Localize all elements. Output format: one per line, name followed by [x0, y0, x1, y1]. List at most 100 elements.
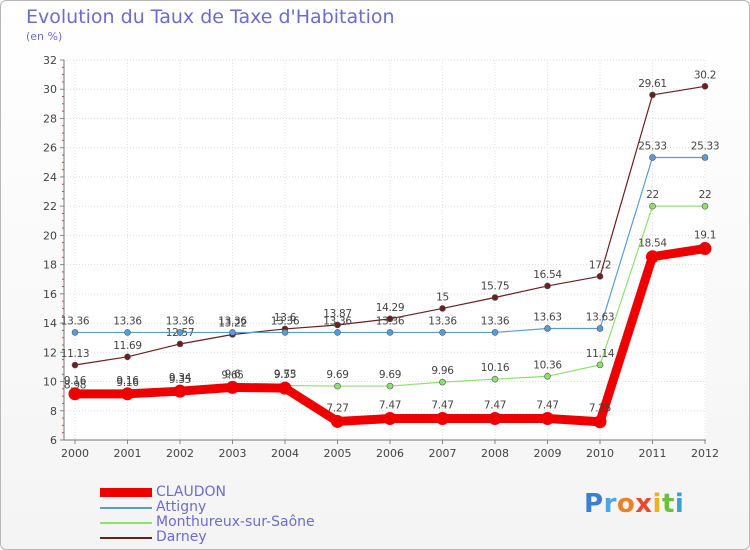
legend-swatch — [100, 537, 152, 539]
data-label: 22 — [699, 189, 712, 201]
data-label: 9.96 — [431, 365, 454, 377]
data-label: 13.63 — [533, 311, 562, 323]
data-point — [176, 340, 184, 348]
legend-swatch — [100, 488, 152, 497]
logo-letter: i — [674, 489, 685, 519]
data-label: 13.36 — [428, 315, 457, 327]
data-label: 7.27 — [326, 402, 348, 414]
legend-label: CLAUDON — [156, 484, 226, 500]
data-point — [596, 273, 604, 280]
data-label: 11.69 — [113, 340, 142, 352]
data-point — [331, 414, 344, 428]
data-point — [439, 305, 446, 312]
y-tick-label: 28 — [43, 112, 57, 125]
data-label: 11.13 — [61, 348, 90, 360]
data-point — [646, 250, 659, 264]
data-point — [124, 353, 131, 361]
proxiti-logo: Proxiti — [584, 489, 684, 519]
chart-title: Evolution du Taux de Taxe d'Habitation — [26, 6, 395, 28]
data-label: 13.36 — [376, 315, 405, 327]
data-label: 9.16 — [116, 377, 139, 389]
data-label: 13.36 — [166, 315, 195, 327]
legend-swatch — [100, 522, 152, 524]
data-label: 11.14 — [586, 348, 615, 360]
legend-label: Darney — [156, 529, 207, 545]
data-label: 13.36 — [113, 315, 142, 327]
x-tick-label: 2010 — [586, 447, 614, 460]
data-label: 19.1 — [694, 230, 716, 242]
y-tick-label: 14 — [43, 317, 57, 330]
data-label: 9.69 — [379, 369, 401, 381]
data-label: 13.36 — [481, 315, 510, 327]
data-point — [386, 329, 394, 336]
logo-letter: x — [635, 489, 653, 519]
x-tick-label: 2000 — [61, 447, 89, 460]
data-point — [226, 380, 239, 394]
data-label: 14.29 — [376, 302, 405, 314]
data-label: 7.47 — [431, 400, 453, 412]
data-label: 8.98 — [64, 379, 86, 391]
data-point — [386, 315, 394, 323]
data-point — [71, 361, 79, 369]
legend-label: Attigny — [156, 499, 207, 515]
data-label: 9.73 — [274, 368, 296, 380]
data-label: 25.33 — [691, 140, 720, 152]
data-point — [439, 378, 446, 386]
data-point — [649, 202, 656, 210]
data-label: 13.22 — [218, 317, 247, 329]
data-point — [701, 202, 709, 210]
data-point — [488, 412, 502, 426]
data-label: 15.75 — [481, 281, 510, 293]
data-label: 13.6 — [274, 312, 297, 324]
x-tick-label: 2002 — [166, 447, 194, 460]
data-label: 29.61 — [638, 78, 667, 90]
data-label: 18.54 — [638, 238, 667, 250]
x-tick-label: 2004 — [271, 447, 299, 460]
data-label: 7.47 — [484, 400, 506, 412]
logo-letter: t — [661, 489, 675, 519]
data-label: 16.54 — [533, 269, 562, 281]
data-point — [334, 321, 341, 329]
data-label: 13.36 — [61, 315, 90, 327]
data-label: 9.16 — [116, 375, 139, 387]
data-point — [439, 329, 446, 336]
data-point — [176, 329, 184, 336]
data-point — [491, 375, 499, 383]
data-point — [386, 382, 394, 390]
data-label: 9.35 — [169, 374, 191, 386]
data-point — [698, 242, 712, 256]
data-label: 30.2 — [694, 69, 716, 81]
data-label: 7.25 — [589, 403, 611, 415]
x-tick-label: 2006 — [376, 447, 404, 460]
data-label: 7.47 — [536, 400, 558, 412]
y-tick-label: 10 — [43, 376, 57, 389]
y-tick-label: 6 — [50, 434, 57, 447]
chart-subtitle: (en %) — [26, 30, 63, 43]
data-label: 9.16 — [64, 375, 87, 387]
series-attigny: 13.36 13.36 13.36 13.36 13.36 13.36 13.36 13.36… — [61, 140, 720, 336]
y-tick-label: 18 — [43, 259, 57, 272]
data-label: 9.65 — [221, 370, 243, 382]
y-tick-label: 12 — [43, 346, 57, 359]
data-point — [121, 387, 134, 401]
data-label: 13.36 — [218, 315, 247, 327]
data-label: 17.2 — [589, 259, 611, 271]
x-tick-label: 2005 — [324, 447, 352, 460]
data-label: 13.36 — [271, 315, 300, 327]
data-label: 10.36 — [533, 359, 562, 371]
y-tick-label: 20 — [43, 229, 57, 242]
data-point — [491, 329, 499, 336]
x-tick-label: 2001 — [114, 447, 142, 460]
x-tick-label: 2011 — [639, 447, 667, 460]
data-point — [124, 329, 131, 336]
y-tick-label: 24 — [43, 171, 57, 184]
data-label: 13.87 — [323, 308, 352, 320]
y-tick-label: 26 — [43, 142, 57, 155]
data-point — [334, 382, 341, 390]
data-label: 22 — [646, 189, 659, 201]
data-point — [436, 412, 449, 426]
y-tick-label: 32 — [43, 54, 57, 67]
data-point — [544, 372, 551, 380]
legend-swatch — [100, 507, 152, 509]
